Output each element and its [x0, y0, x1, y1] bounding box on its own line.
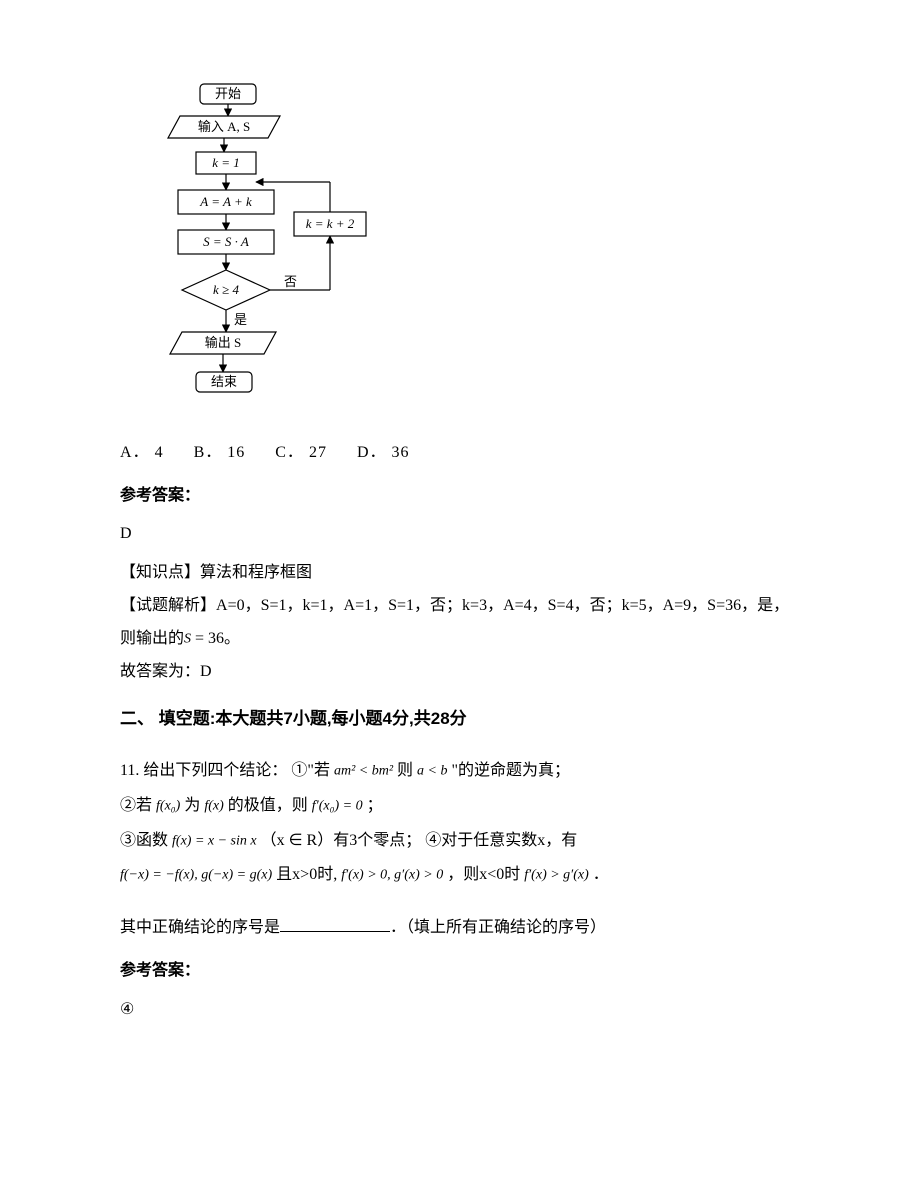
q11-s4-mid2: ，则x<0时 — [447, 866, 520, 883]
analysis-label: 【试题解析】 — [120, 597, 216, 614]
option-d-value: 36 — [392, 444, 410, 461]
q11-s1-mid: 则 — [397, 762, 413, 779]
q11-s2-mid2: 的极值，则 — [228, 797, 308, 814]
conclusion-line: 故答案为：D — [120, 658, 800, 687]
options-row: A． 4 B． 16 C． 27 D． 36 — [120, 439, 800, 468]
q11-s3-mid: （x ∈ R）有3个零点； ④对于任意实数x，有 — [261, 832, 578, 849]
q11-conc-pre: 其中正确结论的序号是 — [120, 919, 280, 936]
option-c-label: C． — [275, 444, 304, 461]
q11-line-3: ③函数 f(x) = x − sin x （x ∈ R）有3个零点； ④对于任意… — [120, 827, 800, 856]
q11-s2-f3: f′(x₀) = 0 — [312, 799, 363, 814]
node-decision: k ≥ 4 — [213, 282, 239, 297]
answer-heading: 参考答案： — [120, 482, 800, 511]
q11-s1-pre: ①"若 — [291, 762, 330, 779]
edge-no-label: 否 — [284, 274, 297, 289]
knowledge-text: 算法和程序框图 — [200, 564, 312, 581]
node-init: k = 1 — [212, 155, 240, 170]
node-step-s: S = S · A — [203, 234, 249, 249]
q11-s4-end: ． — [593, 866, 609, 883]
q11-s2-end: ； — [367, 797, 383, 814]
flowchart-figure: 开始 输入 A, S k = 1 A = A + k S = S · A k ≥… — [160, 80, 800, 421]
q11-s2-mid1: 为 — [184, 797, 200, 814]
node-end: 结束 — [211, 374, 237, 389]
node-output: 输出 S — [205, 335, 241, 350]
analysis-text-2: 则输出的 — [120, 630, 184, 647]
q11-intro: 给出下列四个结论： — [143, 762, 287, 779]
node-start: 开始 — [215, 86, 241, 101]
q11-s4-mid1: 且x>0时, — [276, 866, 337, 883]
q11-s2-pre: ②若 — [120, 797, 152, 814]
q11-conclusion-line: 其中正确结论的序号是 ．（填上所有正确结论的序号） — [120, 914, 800, 943]
analysis-text-1: A=0，S=1，k=1，A=1，S=1，否；k=3，A=4，S=4，否；k=5，… — [216, 597, 789, 614]
flowchart-svg: 开始 输入 A, S k = 1 A = A + k S = S · A k ≥… — [160, 80, 390, 410]
node-step-a: A = A + k — [199, 194, 252, 209]
q11-line-2: ②若 f(x₀) 为 f(x) 的极值，则 f′(x₀) = 0 ； — [120, 792, 800, 821]
q11-s3-pre: ③函数 — [120, 832, 168, 849]
q11-block: 11. 给出下列四个结论： ①"若 am² < bm² 则 a < b "的逆命… — [120, 757, 800, 943]
edge-yes-label: 是 — [234, 312, 247, 327]
q11-s4-f3: f′(x) > g′(x) — [524, 868, 589, 883]
analysis-line-2: 则输出的S = 36。 — [120, 625, 800, 654]
q11-conc-suf: ．（填上所有正确结论的序号） — [390, 919, 606, 936]
q11-num: 11. — [120, 762, 139, 779]
analysis-S-val: = 36。 — [191, 630, 240, 647]
option-b-value: 16 — [227, 444, 245, 461]
q11-s1-f1: am² < bm² — [334, 764, 393, 779]
q11-s2-f1: f(x₀) — [156, 799, 180, 814]
analysis-S: S — [184, 632, 191, 647]
q11-answer-heading: 参考答案： — [120, 957, 800, 986]
option-a-value: 4 — [155, 444, 164, 461]
answer-letter: D — [120, 520, 800, 549]
q11-line-1: 11. 给出下列四个结论： ①"若 am² < bm² 则 a < b "的逆命… — [120, 757, 800, 786]
knowledge-line: 【知识点】算法和程序框图 — [120, 559, 800, 588]
option-d-label: D． — [357, 444, 387, 461]
q11-s4-f2: f′(x) > 0, g′(x) > 0 — [341, 868, 443, 883]
section-2-title: 二、 填空题:本大题共7小题,每小题4分,共28分 — [120, 704, 800, 735]
q11-s1-f2: a < b — [417, 764, 447, 779]
analysis-line-1: 【试题解析】A=0，S=1，k=1，A=1，S=1，否；k=3，A=4，S=4，… — [120, 592, 800, 621]
q11-s3-f1: f(x) = x − sin x — [172, 833, 257, 848]
option-a-label: A． — [120, 444, 150, 461]
q11-line-4: f(−x) = −f(x), g(−x) = g(x) 且x>0时, f′(x)… — [120, 861, 800, 890]
q11-answer: ④ — [120, 996, 800, 1025]
node-inc: k = k + 2 — [306, 216, 355, 231]
node-input: 输入 A, S — [198, 119, 250, 134]
option-c-value: 27 — [309, 444, 327, 461]
q11-s1-end: "的逆命题为真； — [452, 762, 571, 779]
q11-s4-f1: f(−x) = −f(x), g(−x) = g(x) — [120, 868, 272, 883]
blank-fill — [280, 915, 390, 933]
knowledge-label: 【知识点】 — [120, 564, 200, 581]
option-b-label: B． — [194, 444, 223, 461]
q11-s2-f2: f(x) — [204, 799, 223, 814]
